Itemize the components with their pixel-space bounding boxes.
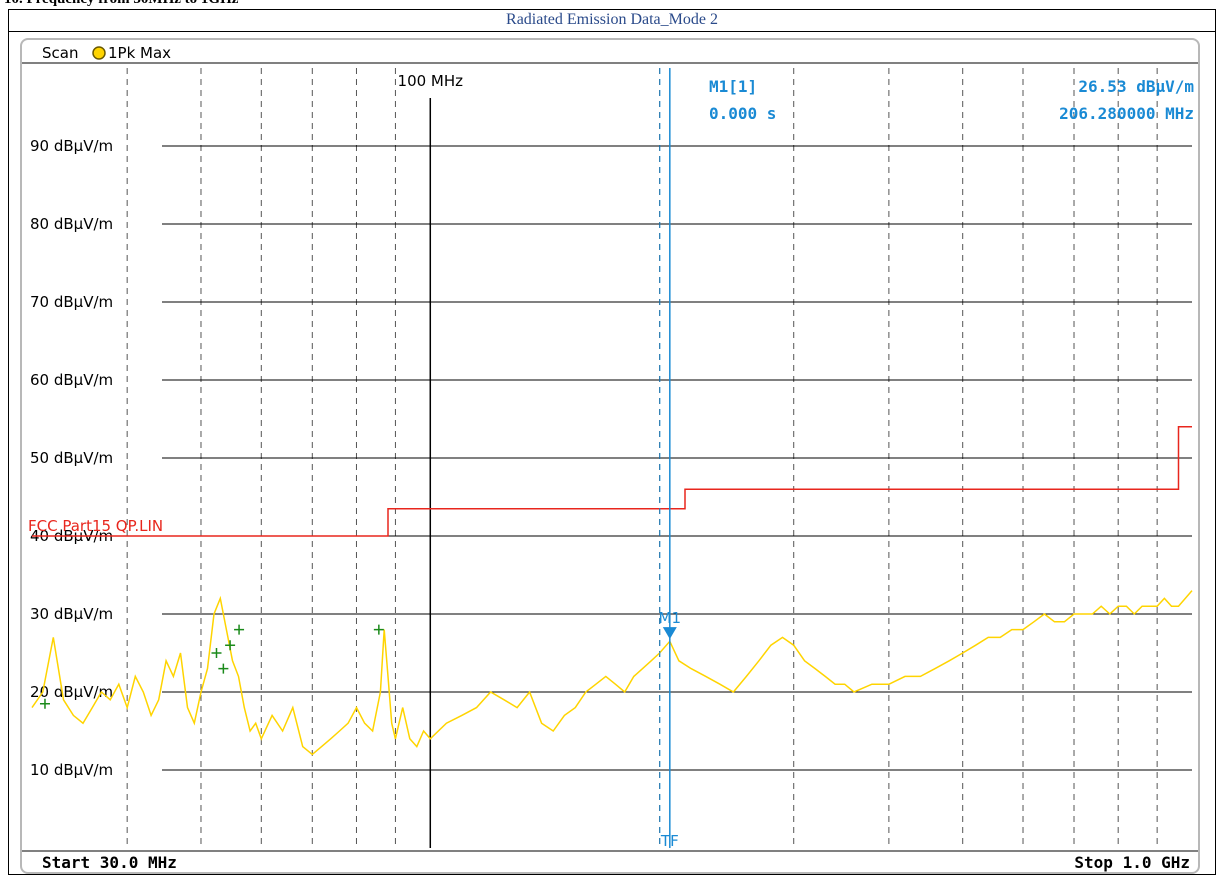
- y-tick-label: 70 dBµV/m: [30, 293, 113, 311]
- qp-point: [373, 624, 384, 635]
- limit-line: [32, 426, 1192, 537]
- section-caption: 10. Frequency from 30MHz to 1GHz: [4, 0, 238, 8]
- qp-points-layer: [39, 624, 384, 709]
- figure-frame: [8, 9, 1216, 875]
- marker-time: 0.000 s: [709, 104, 776, 123]
- y-tick-label: 60 dBµV/m: [30, 371, 113, 389]
- tf-label: TF: [660, 832, 679, 850]
- qp-point: [218, 663, 229, 674]
- chart-title: Radiated Emission Data_Mode 2: [506, 11, 718, 28]
- marker-frequency: 206.280000 MHz: [1059, 104, 1194, 123]
- grid-layer: [126, 68, 1192, 848]
- marker-triangle-icon: [662, 627, 677, 640]
- marker-label: M1: [659, 609, 682, 627]
- limit-line-label: FCC Part15 QP.LIN: [28, 517, 163, 535]
- stop-frequency: Stop 1.0 GHz: [1074, 853, 1190, 872]
- limit-layer: FCC Part15 QP.LIN: [28, 426, 1192, 537]
- trace-line: [31, 590, 1193, 756]
- y-tick-label: 10 dBµV/m: [30, 761, 113, 779]
- y-tick-label: 30 dBµV/m: [30, 605, 113, 623]
- y-tick-label: 50 dBµV/m: [30, 449, 113, 467]
- x-tick-labels: 100 MHz: [398, 72, 464, 90]
- x-tick-label: 100 MHz: [398, 72, 464, 90]
- marker-level: 26.53 dBµV/m: [1078, 77, 1194, 96]
- marker-id: M1[1]: [709, 77, 757, 96]
- qp-point: [39, 698, 50, 709]
- spectrum-plot: 90 dBµV/m 80 dBµV/m 70 dBµV/m 60 dBµV/m 50 d…: [22, 44, 1198, 872]
- y-tick-labels: 90 dBµV/m 80 dBµV/m 70 dBµV/m 60 dBµV/m 50 d…: [30, 137, 113, 779]
- trace-label: 1Pk Max: [108, 44, 171, 62]
- qp-point: [211, 648, 222, 658]
- y-tick-label: 80 dBµV/m: [30, 215, 113, 233]
- y-tick-label: 20 dBµV/m: [30, 683, 113, 701]
- qp-point: [225, 640, 236, 651]
- start-frequency: Start 30.0 MHz: [42, 853, 177, 872]
- analyzer-screen: 90 dBµV/m 80 dBµV/m 70 dBµV/m 60 dBµV/m 50 d…: [20, 38, 1200, 874]
- title-divider: [8, 31, 1216, 32]
- scan-label: Scan: [42, 44, 78, 62]
- trace-layer: [31, 590, 1193, 756]
- y-tick-label: 90 dBµV/m: [30, 137, 113, 155]
- marker-layer: M1 TF: [659, 68, 682, 850]
- trace-indicator-icon: [92, 46, 106, 60]
- qp-point: [234, 624, 245, 635]
